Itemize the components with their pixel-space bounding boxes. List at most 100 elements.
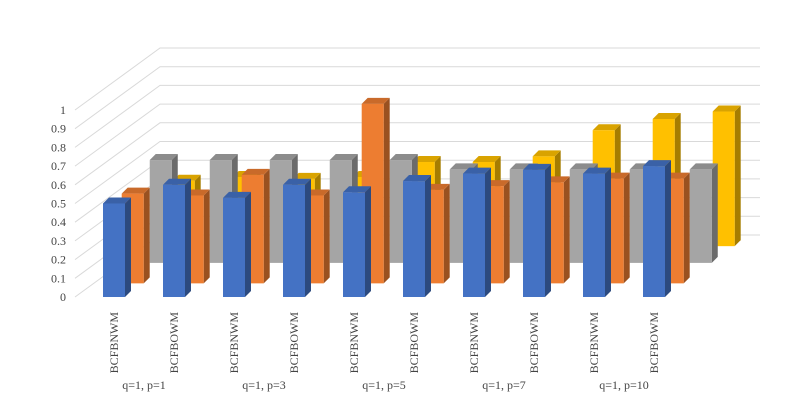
x-category-label: BCFBOWM — [167, 312, 181, 374]
gridline — [74, 47, 760, 111]
bar-side — [485, 167, 491, 297]
x-group-label: q=1, p=10 — [599, 378, 649, 392]
bar-front — [583, 173, 605, 297]
bar-side — [623, 172, 630, 284]
bar-side — [305, 178, 311, 297]
bar-top — [532, 150, 561, 157]
bar-side — [263, 168, 270, 284]
bar-side — [425, 175, 431, 297]
bar-top — [403, 175, 431, 182]
bar-top — [361, 97, 390, 104]
x-group-label: q=1, p=5 — [362, 378, 406, 392]
bar-top — [412, 156, 441, 163]
gridline — [74, 141, 760, 204]
bar-top — [292, 172, 321, 179]
bar-top — [223, 191, 251, 198]
x-category-label: BCFBNWM — [587, 312, 601, 374]
bar-front — [343, 192, 365, 297]
bar-top — [103, 197, 131, 204]
bar-front — [403, 181, 425, 297]
bar-top — [389, 154, 418, 161]
x-category-label: BCFBNWM — [347, 312, 361, 374]
bar-side — [545, 163, 551, 297]
bar — [163, 178, 191, 297]
y-tick-label: 0.2 — [51, 253, 66, 267]
bar-top — [209, 154, 238, 161]
x-axis-groups: q=1, p=1 q=1, p=3 q=1, p=5 q=1, p=7 q=1, p=1… — [122, 378, 649, 392]
x-category-label: BCFBOWM — [287, 312, 301, 374]
bar-front — [163, 184, 185, 297]
bar-side — [665, 160, 671, 297]
bar-side — [143, 187, 150, 284]
bar-top — [163, 178, 191, 185]
bar-front — [103, 203, 125, 297]
bar-top — [269, 154, 298, 161]
y-tick-label: 1 — [60, 103, 66, 117]
bar-side — [503, 180, 510, 284]
bar — [283, 178, 311, 297]
x-category-label: BCFBNWM — [107, 312, 121, 374]
y-tick-label: 0 — [60, 290, 66, 304]
x-group-label: q=1, p=3 — [242, 378, 286, 392]
bar-front — [223, 197, 245, 297]
bar-top — [592, 124, 621, 131]
bar — [689, 163, 718, 263]
bar-top — [652, 113, 681, 119]
x-category-label: BCFBOWM — [527, 312, 541, 374]
x-group-label: q=1, p=7 — [482, 378, 526, 392]
y-axis-ticks: 0 0.1 0.2 0.3 0.4 0.5 0.6 0.7 0.8 0.9 1 — [51, 103, 66, 304]
bar-front — [523, 169, 545, 297]
bar — [343, 186, 371, 297]
bar-side — [203, 189, 210, 284]
x-category-label: BCFBOWM — [647, 312, 661, 374]
bar — [103, 197, 131, 297]
bar-side — [125, 197, 131, 297]
bar-top — [329, 154, 358, 161]
bar-front — [283, 184, 305, 297]
y-tick-label: 0.1 — [51, 271, 66, 285]
bar — [712, 105, 741, 247]
y-tick-label: 0.3 — [51, 234, 66, 248]
bar — [643, 160, 671, 297]
bar-side — [383, 97, 390, 284]
bar-top — [583, 167, 611, 174]
bar-front — [712, 111, 735, 247]
bar-side — [185, 178, 191, 297]
bars — [103, 97, 741, 297]
bar-top — [643, 160, 671, 167]
y-tick-label: 0.9 — [51, 122, 66, 136]
bar-side — [323, 189, 330, 284]
y-tick-label: 0.7 — [51, 159, 66, 173]
x-axis-categories: BCFBNWM BCFBOWM BCFBNWM BCFBOWM BCFBNWM BCFBO… — [107, 312, 661, 374]
x-category-label: BCFBOWM — [407, 312, 421, 374]
bar-side — [563, 176, 570, 284]
bar-front — [463, 173, 485, 297]
gridline — [74, 84, 760, 148]
x-group-label: q=1, p=1 — [122, 378, 166, 392]
bar — [463, 167, 491, 297]
bar-top — [241, 168, 270, 175]
bar — [523, 163, 551, 297]
bar-top — [689, 163, 718, 170]
bar-top — [283, 178, 311, 185]
bar — [403, 175, 431, 297]
bar-top — [472, 156, 501, 163]
bar-top — [523, 163, 551, 170]
x-category-label: BCFBNWM — [467, 312, 481, 374]
bar-side — [365, 186, 371, 297]
gridline — [74, 103, 760, 167]
y-tick-label: 0.8 — [51, 140, 66, 154]
bar-side — [605, 167, 611, 297]
bar-side — [683, 172, 690, 284]
bar-side — [711, 163, 718, 263]
bar — [223, 191, 251, 297]
bar-side — [443, 183, 450, 284]
bar — [583, 167, 611, 297]
bar-side — [734, 105, 741, 247]
bar-top — [343, 186, 371, 193]
bar-top — [463, 167, 491, 174]
bar-top — [121, 187, 150, 194]
gridline — [74, 66, 760, 130]
bar-side — [245, 191, 251, 297]
